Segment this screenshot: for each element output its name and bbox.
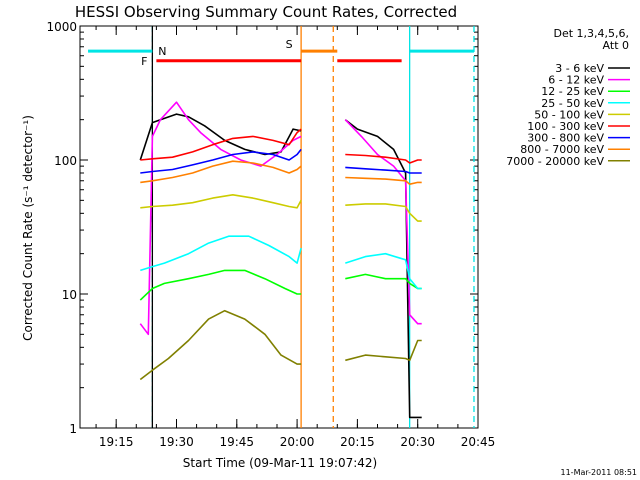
series-line-0 — [344, 119, 422, 419]
flag-label-n: N — [158, 45, 166, 58]
legend-label: 3 - 6 keV — [555, 62, 604, 75]
series-line-0 — [139, 113, 302, 161]
y-tick-label: 1 — [69, 422, 77, 436]
legend-label: 300 - 800 keV — [527, 132, 604, 145]
legend-title-2: Att 0 — [603, 39, 629, 52]
y-axis-label: Corrected Count Rate (s⁻¹ detector⁻¹) — [21, 115, 35, 341]
series-line-8 — [139, 309, 302, 381]
series-line-7 — [140, 160, 302, 184]
x-tick-label: 19:45 — [219, 435, 254, 449]
legend-label: 7000 - 20000 keV — [506, 155, 604, 168]
legend-title-1: Det 1,3,4,5,6, — [553, 27, 629, 40]
series-line-7 — [345, 176, 422, 185]
x-tick-label: 20:45 — [461, 435, 496, 449]
plot-frame — [79, 25, 479, 429]
series-line-5 — [345, 153, 422, 164]
x-tick-label: 20:00 — [280, 435, 315, 449]
plot-area: 1 10 100 1000 19:15 19:30 19:45 20:00 20:15 20:30… — [46, 20, 495, 449]
series-line-3 — [345, 252, 422, 290]
y-tick-label: 1000 — [46, 20, 77, 34]
series-line-6 — [345, 166, 422, 174]
legend-label: 25 - 50 keV — [541, 97, 604, 110]
x-axis-label: Start Time (09-Mar-11 19:07:42) — [183, 456, 377, 470]
series-line-1 — [139, 101, 302, 336]
series-line-5 — [140, 128, 302, 161]
series-line-2 — [139, 269, 302, 301]
flag-label-f: F — [141, 55, 147, 68]
series-line-4 — [140, 194, 302, 209]
x-tick-label: 20:15 — [340, 435, 375, 449]
x-tick-label: 20:30 — [400, 435, 435, 449]
series-line-1 — [344, 119, 422, 325]
chart-title: HESSI Observing Summary Count Rates, Cor… — [75, 3, 457, 21]
flag-label-s: S — [286, 38, 293, 51]
y-tick-label: 100 — [54, 154, 77, 168]
x-tick-label: 19:15 — [99, 435, 134, 449]
legend-label: 12 - 25 keV — [541, 85, 604, 98]
series-line-8 — [345, 339, 422, 362]
series-line-4 — [345, 203, 422, 222]
y-tick-label: 10 — [62, 288, 77, 302]
legend-label: 800 - 7000 keV — [520, 143, 604, 156]
legend-label: 50 - 100 keV — [534, 108, 604, 121]
series-line-6 — [140, 148, 302, 174]
legend-label: 6 - 12 keV — [548, 74, 604, 87]
legend-label: 100 - 300 keV — [527, 120, 604, 133]
series-line-3 — [140, 235, 302, 272]
x-tick-label: 19:30 — [159, 435, 194, 449]
date-stamp: 11-Mar-2011 08:51 — [561, 468, 638, 477]
